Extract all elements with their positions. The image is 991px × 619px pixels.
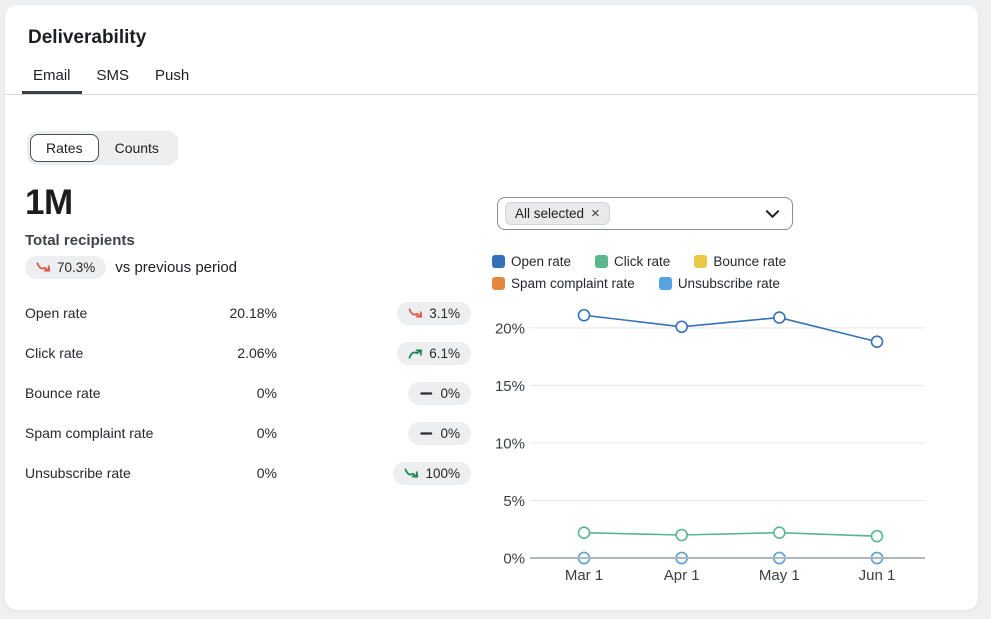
legend-label: Unsubscribe rate [677, 276, 780, 291]
legend-item-open-rate[interactable]: Open rate [492, 254, 571, 269]
legend-item-click-rate[interactable]: Click rate [595, 254, 670, 269]
total-change-row: 70.3% vs previous period [25, 256, 237, 279]
legend-label: Open rate [511, 254, 572, 269]
chip-remove-icon[interactable]: × [591, 205, 600, 222]
metric-value: 0% [256, 385, 277, 401]
svg-text:20%: 20% [495, 320, 525, 337]
legend-label: Click rate [614, 254, 671, 269]
svg-text:Mar 1: Mar 1 [565, 567, 603, 584]
metric-row: Click rate 2.06% 6.1% [25, 333, 471, 373]
metric-label: Open rate [25, 305, 88, 321]
trend-flat-icon [420, 391, 433, 395]
legend-swatch [595, 255, 609, 268]
tab-sms[interactable]: SMS [86, 61, 141, 94]
metric-row: Open rate 20.18% 3.1% [25, 293, 471, 333]
filter-chip-label: All selected [515, 206, 585, 221]
page-title: Deliverability [28, 27, 147, 48]
legend-label: Spam complaint rate [511, 276, 635, 291]
deliverability-card: Deliverability Email SMS Push Rates Counts … [5, 5, 978, 610]
metric-change-badge: 6.1% [397, 341, 471, 365]
metric-value: 20.18% [229, 305, 277, 321]
toggle-rates[interactable]: Rates [30, 134, 99, 162]
metric-filter-select[interactable]: All selected × [497, 197, 793, 230]
metric-row: Bounce rate 0% 0% [25, 373, 471, 413]
metric-row: Unsubscribe rate 0% 100% [25, 453, 471, 493]
metric-change-badge: 0% [408, 381, 471, 405]
toggle-counts[interactable]: Counts [99, 134, 175, 162]
svg-text:15%: 15% [495, 378, 525, 395]
metric-label: Bounce rate [25, 385, 101, 401]
svg-text:Jun 1: Jun 1 [859, 567, 896, 584]
rates-counts-toggle: Rates Counts [27, 131, 178, 165]
metric-change-badge: 3.1% [397, 301, 471, 325]
legend-swatch [694, 255, 708, 268]
chart-legend: Open rate Click rate Bounce rate Spam compl… [492, 254, 822, 291]
svg-text:0%: 0% [503, 551, 525, 568]
tab-push[interactable]: Push [144, 61, 200, 94]
metric-label: Spam complaint rate [25, 425, 154, 441]
total-change-badge: 70.3% [25, 256, 107, 279]
deliverability-line-chart[interactable]: 0% 5% 10% 15% 20% Mar 1 Apr 1 May 1 Jun 1 [495, 298, 935, 598]
legend-item-unsubscribe-rate[interactable]: Unsubscribe rate [658, 276, 780, 291]
svg-text:5%: 5% [503, 493, 525, 510]
trend-flat-icon [420, 431, 433, 435]
card-header: Deliverability Email SMS Push [5, 5, 978, 95]
metric-value: 2.06% [237, 345, 277, 361]
svg-text:10%: 10% [495, 435, 525, 452]
metric-value: 0% [256, 465, 277, 481]
legend-item-bounce-rate[interactable]: Bounce rate [694, 254, 786, 269]
trend-down-icon [408, 307, 423, 318]
total-recipients-label: Total recipients [25, 232, 135, 249]
metric-label: Unsubscribe rate [25, 465, 131, 481]
chevron-down-icon [765, 209, 780, 218]
metric-change-badge: 100% [393, 461, 471, 485]
legend-swatch [492, 255, 505, 268]
svg-text:May 1: May 1 [759, 567, 800, 584]
legend-swatch [658, 277, 672, 290]
metric-change-badge: 0% [408, 421, 471, 445]
metric-label: Click rate [25, 345, 84, 361]
change-suffix-label: vs previous period [115, 259, 238, 276]
legend-label: Bounce rate [713, 254, 787, 269]
channel-tabs: Email SMS Push [22, 61, 978, 94]
svg-text:Apr 1: Apr 1 [664, 567, 700, 584]
total-recipients-value: 1M [25, 183, 73, 222]
trend-down-icon [405, 467, 419, 478]
filter-chip[interactable]: All selected × [505, 202, 610, 225]
metric-value: 0% [256, 425, 277, 441]
trend-down-icon [36, 262, 51, 272]
metric-row: Spam complaint rate 0% 0% [25, 413, 471, 453]
trend-up-icon [408, 348, 423, 359]
legend-swatch [492, 277, 505, 290]
metrics-table: Open rate 20.18% 3.1% Click rate 2.06% 6.1% Bo… [25, 293, 471, 493]
legend-item-spam-complaint-rate[interactable]: Spam complaint rate [492, 276, 635, 291]
tab-email[interactable]: Email [22, 61, 82, 94]
